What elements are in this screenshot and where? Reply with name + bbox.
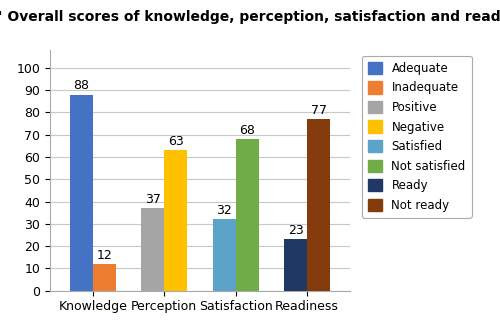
Text: 77: 77 [310,104,326,117]
Bar [307,119,330,291]
Bar [213,219,236,291]
Bar [284,239,307,291]
Bar [236,139,258,291]
Bar [70,95,93,291]
Text: 88: 88 [74,79,90,93]
Text: 68: 68 [239,124,255,137]
Text: 32: 32 [216,204,232,217]
Bar [93,264,116,291]
Bar [142,208,165,291]
Bar [164,150,187,291]
Legend: Adequate, Inadequate, Positive, Negative, Satisfied, Not satisfied, Ready, Not r: Adequate, Inadequate, Positive, Negative… [362,56,472,217]
Text: HCPs' Overall scores of knowledge, perception, satisfaction and readiness: HCPs' Overall scores of knowledge, perce… [0,10,500,24]
Text: 37: 37 [145,193,161,206]
Text: 63: 63 [168,135,184,148]
Text: 12: 12 [96,248,112,262]
Text: 23: 23 [288,224,304,237]
